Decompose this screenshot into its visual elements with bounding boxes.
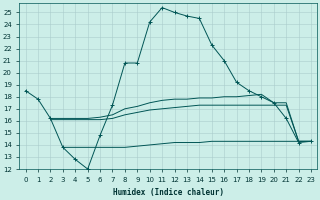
X-axis label: Humidex (Indice chaleur): Humidex (Indice chaleur) — [113, 188, 224, 197]
